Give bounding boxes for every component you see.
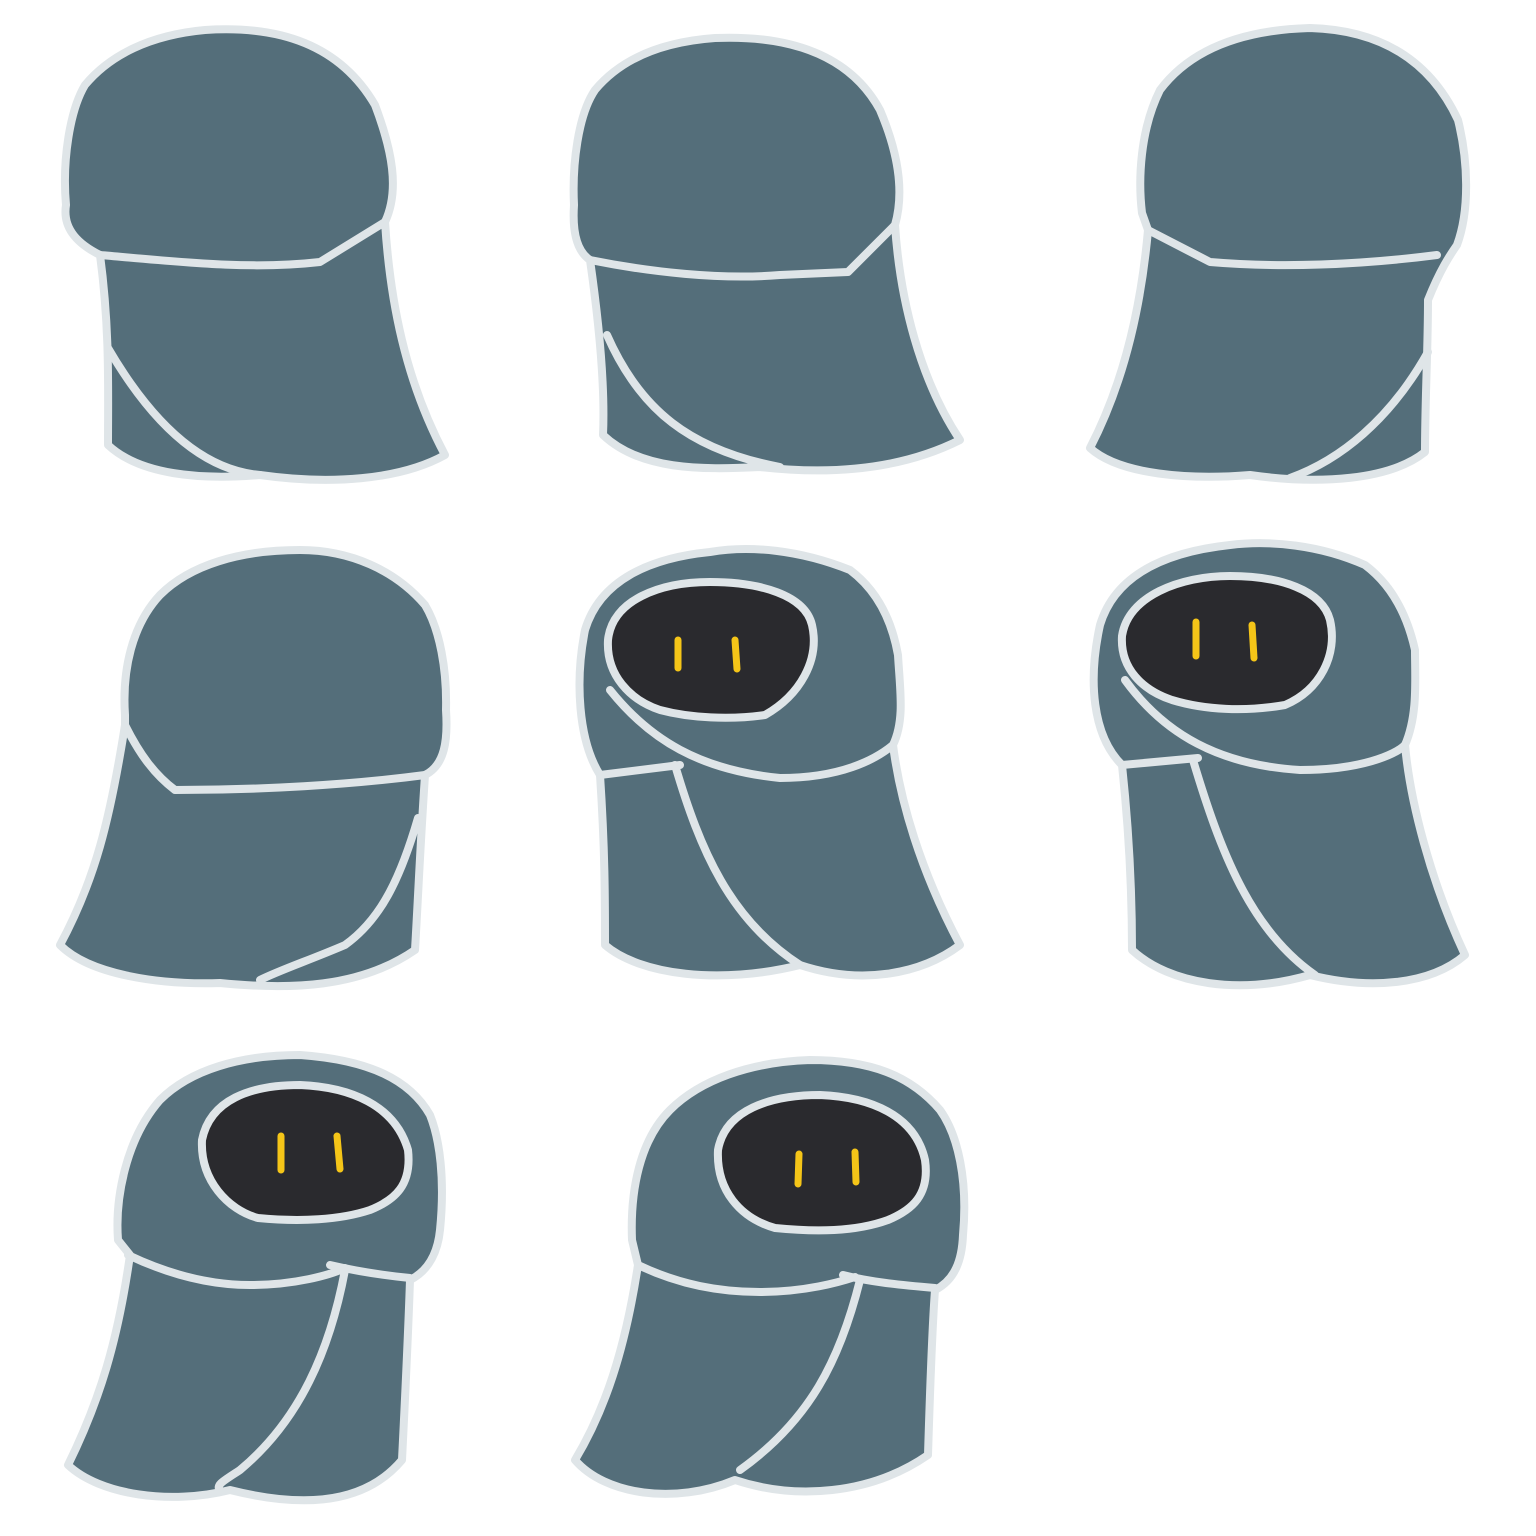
hooded-figure-front-three-quarter-a (575, 545, 964, 980)
left-eye-icon (794, 1150, 803, 1188)
right-eye-icon (333, 1132, 344, 1173)
hooded-figure-front-b (571, 1056, 969, 1498)
right-eye-icon (1248, 621, 1258, 662)
hooded-figure-front-three-quarter-b (1089, 539, 1469, 990)
right-eye-icon (731, 636, 741, 673)
hooded-figure-front-a (64, 1051, 446, 1505)
hooded-figure-back-three-quarter-right (1086, 24, 1471, 484)
hooded-figure-back (60, 25, 449, 484)
hooded-figure-back-three-quarter-left (569, 33, 964, 475)
right-eye-icon (851, 1148, 860, 1186)
hooded-figure-side (56, 546, 451, 991)
